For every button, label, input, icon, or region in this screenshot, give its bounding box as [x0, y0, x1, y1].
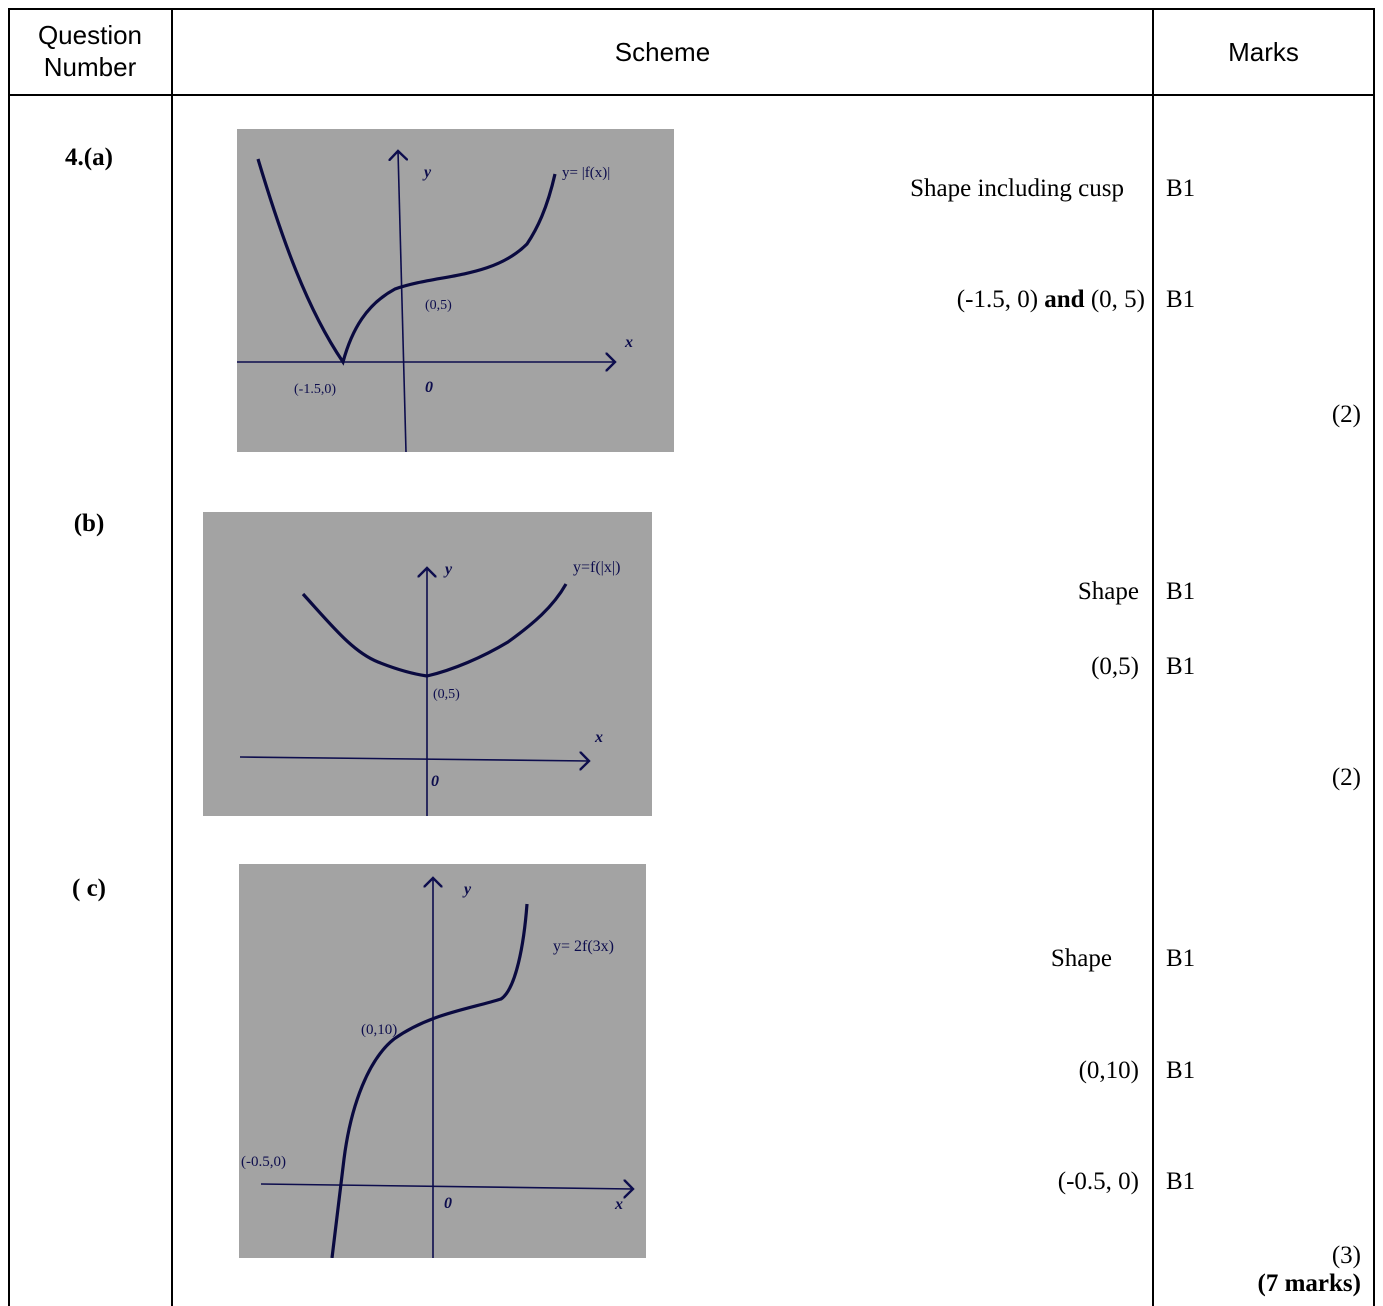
part-a-label: 4.(a) [65, 144, 113, 171]
x-axis [260, 1184, 633, 1189]
criterion-b2: (0,5) [1091, 653, 1139, 680]
criterion-a1: Shape including cusp [910, 175, 1124, 202]
criterion-a2: (-1.5, 0) and (0, 5) [956, 286, 1145, 313]
header-scheme: Scheme [614, 37, 711, 67]
mark-a1: B1 [1166, 175, 1196, 202]
y-axis-label: y [443, 561, 453, 578]
curve-label: y= 2f(3x) [553, 938, 614, 955]
x-axis [239, 757, 589, 761]
y-axis-label: y [462, 881, 472, 898]
x-axis-label: x [594, 729, 603, 746]
point-label-0-5: (0,5) [433, 687, 460, 702]
curve-label: y= |f(x)| [562, 165, 610, 181]
header-question-number: Question Number [37, 20, 143, 82]
header-marks: Marks [1228, 37, 1299, 67]
y-axis [398, 151, 406, 452]
criterion-c2: (0,10) [1078, 1057, 1139, 1084]
mark-c1: B1 [1166, 945, 1196, 972]
origin-label: 0 [425, 379, 433, 396]
point-label-0-5: (0,5) [425, 298, 452, 313]
part-c-label: ( c) [72, 875, 106, 902]
curve [301, 583, 568, 678]
origin-label: 0 [444, 1195, 452, 1212]
criterion-c3: (-0.5, 0) [1057, 1168, 1139, 1195]
part-b-label: (b) [73, 510, 105, 537]
graph-part-b: y x 0 y=f(|x|) (0,5) [203, 512, 652, 816]
mark-c3: B1 [1166, 1168, 1196, 1195]
mark-a2: B1 [1166, 286, 1196, 313]
mark-b2: B1 [1166, 653, 1196, 680]
y-axis-label: y [422, 164, 432, 181]
mark-b1: B1 [1166, 578, 1196, 605]
curve-label: y=f(|x|) [573, 559, 620, 576]
point-label-neg0-5-0: (-0.5,0) [241, 1154, 286, 1170]
point-label-0-10: (0,10) [361, 1022, 397, 1038]
subtotal-a: (2) [1331, 401, 1361, 428]
subtotal-c: (3) [1331, 1242, 1361, 1269]
graph-part-a: y x 0 y= |f(x)| (0,5) (-1.5,0) [237, 129, 674, 452]
point-label-neg1-5-0: (-1.5,0) [294, 382, 336, 397]
total-marks: (7 marks) [1257, 1270, 1361, 1297]
criterion-b1: Shape [1077, 578, 1139, 605]
origin-label: 0 [431, 773, 439, 790]
x-axis-label: x [614, 1196, 623, 1213]
curve [256, 158, 557, 366]
mark-c2: B1 [1166, 1057, 1196, 1084]
graph-part-c: y x 0 y= 2f(3x) (0,10) (-0.5,0) [239, 864, 646, 1258]
x-axis-label: x [624, 334, 633, 351]
subtotal-b: (2) [1331, 764, 1361, 791]
criterion-c1: Shape [1050, 945, 1112, 972]
curve [330, 903, 529, 1258]
